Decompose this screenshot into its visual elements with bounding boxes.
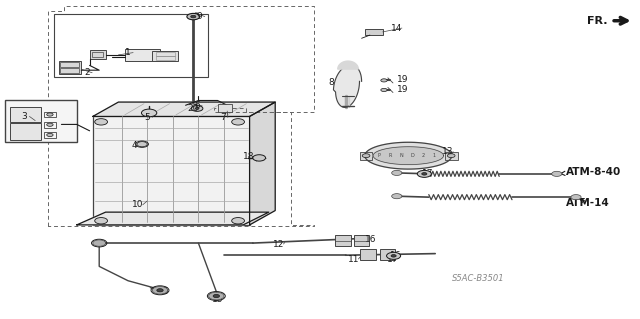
Bar bbox=[10, 123, 41, 140]
Circle shape bbox=[253, 155, 266, 161]
Circle shape bbox=[95, 119, 108, 125]
Circle shape bbox=[47, 113, 53, 116]
Bar bbox=[156, 52, 175, 56]
Circle shape bbox=[47, 123, 53, 126]
Text: 5: 5 bbox=[145, 113, 150, 122]
Text: 9: 9 bbox=[197, 12, 202, 21]
Text: D: D bbox=[410, 153, 414, 158]
Circle shape bbox=[47, 133, 53, 137]
Bar bbox=[59, 61, 81, 74]
Text: 3: 3 bbox=[22, 112, 27, 121]
Bar bbox=[5, 100, 77, 142]
Text: 2: 2 bbox=[421, 153, 424, 158]
Bar bbox=[365, 29, 383, 35]
Circle shape bbox=[152, 286, 168, 294]
Polygon shape bbox=[333, 65, 362, 108]
Text: P: P bbox=[378, 153, 380, 158]
Bar bbox=[125, 49, 160, 61]
Circle shape bbox=[381, 88, 387, 92]
Bar bbox=[380, 249, 395, 260]
Text: 18: 18 bbox=[243, 152, 254, 161]
Text: 11: 11 bbox=[348, 255, 359, 263]
Bar bbox=[156, 56, 175, 60]
Circle shape bbox=[362, 154, 370, 158]
Text: 2: 2 bbox=[84, 68, 90, 77]
Polygon shape bbox=[250, 102, 275, 225]
Text: 8: 8 bbox=[329, 78, 334, 87]
Polygon shape bbox=[93, 116, 250, 225]
Bar bbox=[60, 62, 79, 67]
Text: S5AC-B3501: S5AC-B3501 bbox=[452, 274, 505, 283]
Circle shape bbox=[137, 142, 147, 147]
Text: ATM-8-40: ATM-8-40 bbox=[561, 167, 621, 177]
Circle shape bbox=[417, 170, 431, 177]
Polygon shape bbox=[373, 147, 444, 165]
Polygon shape bbox=[365, 142, 452, 169]
Circle shape bbox=[422, 173, 427, 175]
Bar bbox=[445, 152, 458, 160]
Circle shape bbox=[95, 218, 108, 224]
Text: 17: 17 bbox=[387, 256, 399, 264]
Circle shape bbox=[447, 154, 455, 158]
Circle shape bbox=[195, 108, 199, 109]
Text: 12: 12 bbox=[273, 240, 284, 249]
Bar bbox=[354, 235, 369, 246]
Circle shape bbox=[552, 171, 562, 176]
Text: ATM-14: ATM-14 bbox=[566, 197, 610, 208]
Bar bbox=[152, 51, 178, 61]
Bar bbox=[44, 122, 56, 128]
Text: 19: 19 bbox=[397, 85, 409, 94]
Text: 10: 10 bbox=[132, 200, 143, 209]
Circle shape bbox=[191, 106, 203, 111]
Text: 4: 4 bbox=[132, 141, 137, 150]
Text: 17: 17 bbox=[422, 169, 433, 178]
Circle shape bbox=[392, 170, 402, 175]
Text: 15: 15 bbox=[158, 287, 170, 296]
Text: 16: 16 bbox=[390, 251, 401, 260]
Circle shape bbox=[187, 13, 200, 20]
Text: 13: 13 bbox=[442, 147, 454, 156]
Text: 15: 15 bbox=[212, 295, 223, 304]
Text: 1: 1 bbox=[433, 153, 435, 158]
Text: 16: 16 bbox=[365, 235, 377, 244]
Text: 19: 19 bbox=[397, 75, 409, 84]
Circle shape bbox=[232, 218, 244, 224]
Circle shape bbox=[571, 195, 581, 200]
Text: 7: 7 bbox=[220, 113, 225, 122]
Bar bbox=[54, 14, 208, 77]
Bar bbox=[10, 107, 41, 122]
Circle shape bbox=[232, 119, 244, 125]
Circle shape bbox=[381, 79, 387, 82]
Text: 14: 14 bbox=[391, 24, 403, 33]
Text: 6: 6 bbox=[195, 101, 200, 110]
Text: 1: 1 bbox=[125, 48, 131, 57]
Text: 20: 20 bbox=[188, 104, 199, 113]
Circle shape bbox=[157, 289, 163, 292]
Text: R: R bbox=[388, 153, 392, 158]
Bar bbox=[218, 104, 232, 112]
Polygon shape bbox=[93, 102, 275, 116]
Bar bbox=[44, 132, 56, 138]
Bar bbox=[335, 235, 351, 246]
Circle shape bbox=[387, 252, 401, 259]
Circle shape bbox=[141, 109, 157, 117]
Circle shape bbox=[213, 294, 220, 298]
Bar bbox=[360, 152, 372, 160]
Circle shape bbox=[391, 255, 396, 257]
Polygon shape bbox=[77, 212, 269, 225]
Text: FR.: FR. bbox=[588, 16, 608, 26]
Bar bbox=[360, 249, 376, 260]
Text: N: N bbox=[399, 153, 403, 158]
Bar bbox=[90, 50, 106, 59]
Bar bbox=[44, 112, 56, 117]
Circle shape bbox=[191, 15, 196, 18]
Bar bbox=[60, 68, 79, 73]
Bar bbox=[92, 52, 103, 57]
Circle shape bbox=[392, 194, 402, 199]
Circle shape bbox=[93, 240, 106, 246]
Circle shape bbox=[209, 292, 224, 300]
